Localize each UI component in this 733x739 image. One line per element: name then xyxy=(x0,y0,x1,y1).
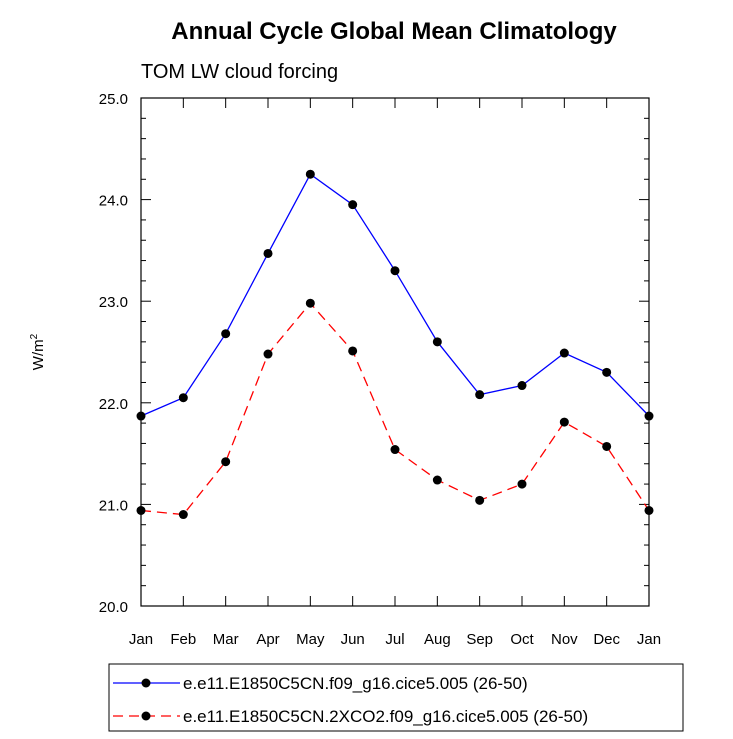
x-tick-label: Jun xyxy=(341,631,365,648)
data-point-s1-2 xyxy=(221,329,231,339)
data-point-s2-8 xyxy=(475,495,485,505)
x-tick-label: Sep xyxy=(466,631,493,648)
x-tick-labels: Jan Feb Mar Apr May Jun Jul Aug Sep Oct Nov Dec Jan xyxy=(129,631,661,648)
data-point-s2-1 xyxy=(178,510,188,520)
legend-label-2: e.e11.E1850C5CN.2XCO2.f09_g16.cice5.005 … xyxy=(183,707,588,726)
chart-subtitle: TOM LW cloud forcing xyxy=(141,61,338,83)
x-tick-label: May xyxy=(296,631,325,648)
data-point-s2-6 xyxy=(390,445,400,455)
data-point-s2-4 xyxy=(305,298,315,308)
data-point-s1-4 xyxy=(305,169,315,179)
legend-label-1: e.e11.E1850C5CN.f09_g16.cice5.005 (26-50… xyxy=(183,674,528,693)
y-axis-label: W/m2 xyxy=(29,333,47,370)
x-tick-label: Jan xyxy=(129,631,153,648)
data-point-s1-6 xyxy=(390,266,400,276)
data-point-s1-5 xyxy=(348,200,358,210)
y-tick-label: 20.0 xyxy=(99,599,128,616)
minor-ticks xyxy=(141,117,649,587)
legend: e.e11.E1850C5CN.f09_g16.cice5.005 (26-50… xyxy=(108,663,684,732)
legend-marker-1 xyxy=(141,678,151,688)
legend-marker-2 xyxy=(141,711,151,721)
data-point-s2-11 xyxy=(602,441,612,451)
y-tick-label: 21.0 xyxy=(99,497,128,514)
x-tick-label: Dec xyxy=(593,631,620,648)
data-point-s1-7 xyxy=(432,337,442,347)
x-tick-label: Apr xyxy=(256,631,279,648)
y-tick-label: 22.0 xyxy=(99,396,128,413)
series-line-1 xyxy=(140,173,650,417)
y-tick-label: 24.0 xyxy=(99,193,128,210)
x-tick-label: Aug xyxy=(424,631,451,648)
series-layer xyxy=(136,169,654,520)
data-point-s2-9 xyxy=(517,479,527,489)
data-point-s1-1 xyxy=(178,393,188,403)
x-tick-label: Feb xyxy=(170,631,196,648)
x-tick-label: Mar xyxy=(213,631,239,648)
y-tick-labels: 20.0 21.0 22.0 23.0 24.0 25.0 xyxy=(99,91,128,616)
data-point-s2-3 xyxy=(263,349,273,359)
plot-frame xyxy=(140,97,650,607)
data-point-s1-11 xyxy=(602,367,612,377)
data-point-s2-7 xyxy=(432,475,442,485)
y-tick-label: 23.0 xyxy=(99,294,128,311)
y-tick-label: 25.0 xyxy=(99,91,128,108)
data-point-s1-9 xyxy=(517,381,527,391)
chart-title: Annual Cycle Global Mean Climatology xyxy=(171,18,617,45)
x-tick-label: Nov xyxy=(551,631,578,648)
x-tick-label: Oct xyxy=(510,631,534,648)
data-point-s1-8 xyxy=(475,390,485,400)
legend-box xyxy=(108,663,684,732)
x-tick-label: Jul xyxy=(385,631,404,648)
data-point-s1-3 xyxy=(263,248,273,258)
data-point-s2-10 xyxy=(559,417,569,427)
data-point-s2-5 xyxy=(348,346,358,356)
data-point-s2-2 xyxy=(221,457,231,467)
x-tick-label: Jan xyxy=(637,631,661,648)
data-point-s1-10 xyxy=(559,348,569,358)
series-line-2 xyxy=(140,302,650,516)
major-ticks xyxy=(140,97,650,607)
